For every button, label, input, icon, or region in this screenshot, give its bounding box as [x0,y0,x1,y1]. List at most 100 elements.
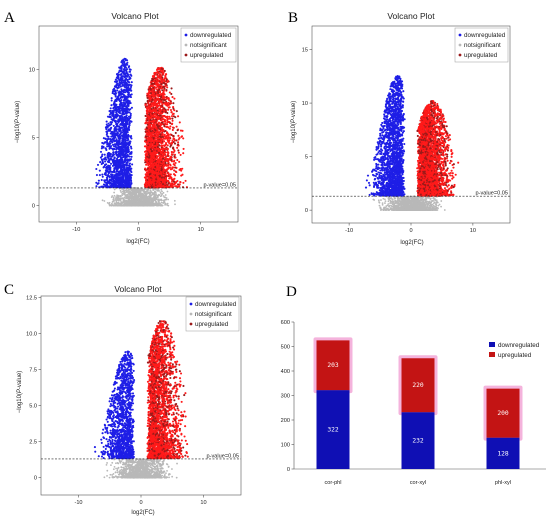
point-downregulated-a [119,166,122,170]
point-notsignificant-a [156,196,159,199]
point-downregulated-a [123,76,126,79]
point-downregulated-a [123,68,126,71]
point-downregulated-a [104,137,107,140]
point-notsignificant-a [113,191,116,194]
point-downregulated-a [120,93,123,96]
plot-area-a: -10 0 100510p-value=0.05downregulatednotsi… [29,25,239,233]
point-downregulated-a [127,177,130,180]
point-downregulated-a [127,118,131,121]
point-downregulated-a [126,104,129,107]
point-upregulated-a [167,126,170,129]
point-downregulated-a [122,95,125,98]
point-downregulated-a [112,124,115,127]
point-upregulated-a [166,137,169,140]
panel-label-d: D [286,284,297,300]
point-notsignificant-a [131,194,134,197]
point-downregulated-a [118,69,121,72]
point-upregulated-a [162,99,166,102]
point-notsignificant-a [110,196,113,199]
point-notsignificant-a [122,189,125,192]
point-notsignificant-a [139,202,142,205]
point-downregulated-a [124,58,127,61]
point-downregulated-a [103,179,106,182]
point-upregulated-a [168,136,171,139]
point-notsignificant-a [123,204,126,207]
point-downregulated-a [110,175,113,178]
point-downregulated-a [112,152,115,155]
point-downregulated-a [130,181,133,185]
point-upregulated-a [162,162,165,165]
point-notsignificant-a [112,200,115,203]
point-downregulated-a [128,143,131,146]
point-downregulated-a [125,174,128,177]
point-downregulated-a [99,156,102,159]
point-downregulated-a [125,136,129,139]
point-downregulated-a [130,147,133,150]
point-downregulated-a [123,113,126,116]
point-downregulated-a [121,163,125,166]
point-downregulated-a [103,141,106,144]
point-downregulated-a [114,95,117,98]
point-upregulated-a [175,125,178,128]
point-downregulated-a [121,104,124,107]
point-downregulated-a [113,171,116,174]
point-upregulated-a [158,128,162,131]
point-downregulated-a [129,169,132,173]
point-downregulated-a [120,88,123,91]
point-notsignificant-a [126,204,129,207]
point-downregulated-a [124,139,127,142]
point-downregulated-a [118,116,122,119]
point-downregulated-a [122,64,126,68]
point-downregulated-a [108,185,111,188]
point-notsignificant-a [160,194,163,197]
point-downregulated-a [114,119,117,123]
point-downregulated-a [118,79,121,82]
point-downregulated-a [122,175,125,178]
panel-label-b: B [288,10,298,26]
point-downregulated-a [110,147,113,150]
point-downregulated-a [122,59,125,62]
point-downregulated-a [115,162,118,165]
point-downregulated-a [117,119,120,123]
point-downregulated-a [115,116,118,119]
point-notsignificant-a [128,201,130,204]
point-downregulated-a [124,89,127,92]
x-tick-label-a: 10 [198,227,204,233]
point-downregulated-a [118,176,121,179]
chart-title-a: Volcano Plot [111,11,159,21]
point-downregulated-a [112,107,115,110]
point-downregulated-a [125,166,128,169]
point-downregulated-a [130,155,133,158]
point-notsignificant-a [120,197,122,200]
point-notsignificant-a [143,204,146,207]
point-downregulated-a [101,141,104,144]
point-downregulated-a [102,166,105,169]
point-notsignificant-a [115,201,118,204]
point-notsignificant-a [136,203,139,206]
point-downregulated-a [126,159,129,163]
point-downregulated-a [116,73,119,76]
point-notsignificant-a [120,204,123,207]
point-downregulated-a [126,116,129,119]
point-notsignificant-a [121,193,124,195]
point-notsignificant-a [164,194,167,196]
point-downregulated-a [115,168,118,171]
point-downregulated-a [122,128,125,131]
point-upregulated-a [171,128,174,132]
point-downregulated-a [109,168,112,171]
point-notsignificant-a [119,194,122,197]
point-upregulated-a [175,171,178,174]
point-downregulated-a [117,91,120,94]
point-notsignificant-a [101,199,104,202]
scatter-points-a [95,57,188,207]
panel-label-c: C [4,282,14,298]
point-downregulated-a [105,170,108,173]
point-notsignificant-a [167,198,170,201]
point-downregulated-a [128,152,131,155]
point-downregulated-a [110,135,113,138]
point-downregulated-a [109,173,113,176]
point-downregulated-a [128,155,131,158]
point-upregulated-a [167,96,170,100]
point-upregulated-a [171,117,174,120]
point-notsignificant-a [128,199,130,202]
